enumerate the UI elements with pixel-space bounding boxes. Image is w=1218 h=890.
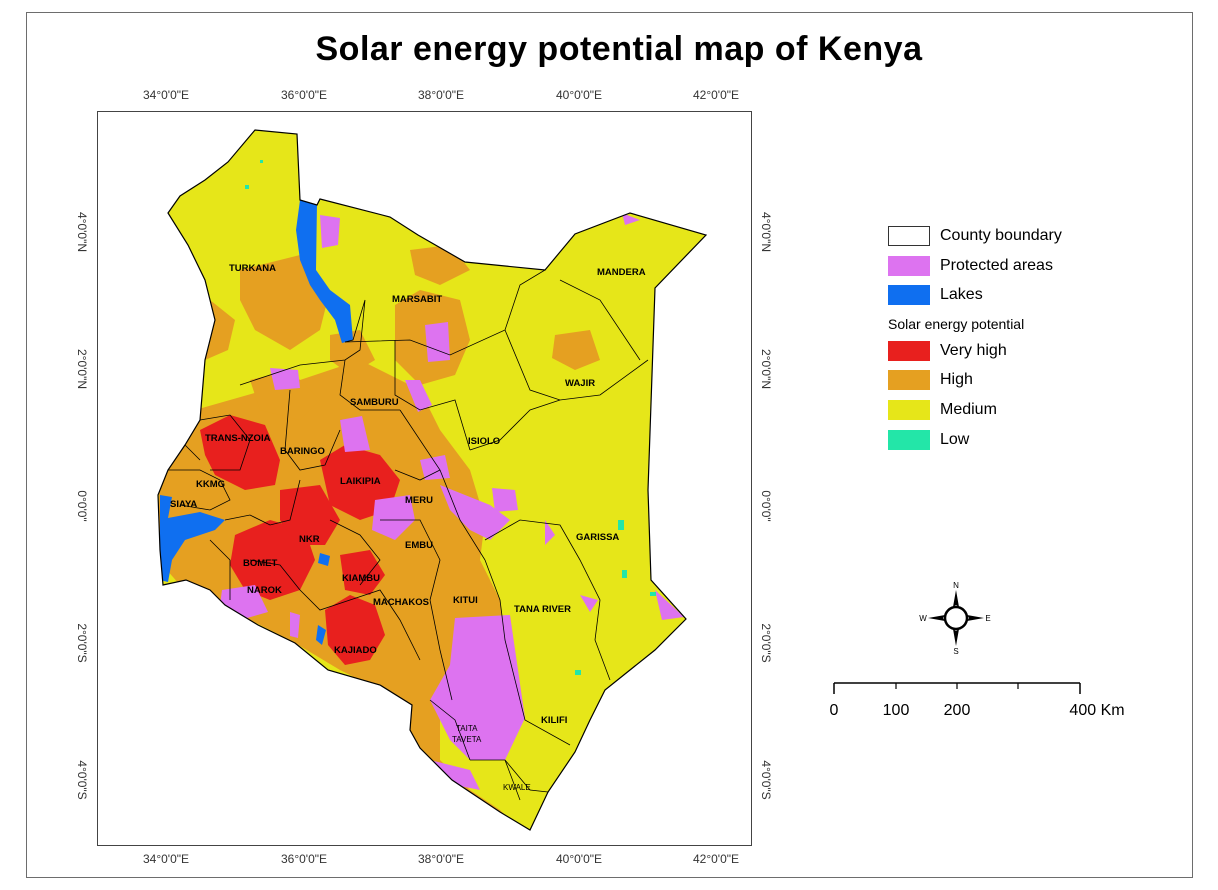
- legend-item-high: High: [888, 369, 973, 391]
- low-swatch: [888, 430, 930, 450]
- county-label-trans-nzoia: TRANS-NZOIA: [205, 433, 271, 444]
- county-label-taveta: TAVETA: [452, 735, 482, 744]
- scale-bar-line: [833, 682, 1081, 694]
- county-label-kkmg: KKMG: [196, 479, 225, 490]
- county-label-samburu: SAMBURU: [350, 397, 399, 408]
- county-label-kajiado: KAJIADO: [334, 645, 377, 656]
- lon-tick-bottom: 36°0'0"E: [280, 852, 328, 866]
- layout-frame: [26, 12, 1193, 878]
- legend-label: Protected areas: [940, 257, 1053, 274]
- county-label-machakos: MACHAKOS: [373, 597, 429, 608]
- county-label-kiambu: KIAMBU: [342, 573, 380, 584]
- compass-n: N: [953, 581, 959, 590]
- low-potential-zones: [245, 160, 656, 675]
- county-label-narok: NAROK: [247, 585, 282, 596]
- county-label-kwale: KWALE: [503, 783, 531, 792]
- lon-tick-top: 36°0'0"E: [280, 88, 328, 102]
- county-label-wajir: WAJIR: [565, 378, 595, 389]
- legend-item-protected-areas: Protected areas: [888, 255, 1053, 277]
- map-title: Solar energy potential map of Kenya: [315, 30, 923, 68]
- legend-item-very-high: Very high: [888, 340, 1007, 362]
- legend-label: Medium: [940, 401, 997, 418]
- county-boundaries: [157, 129, 708, 831]
- county-label-mandera: MANDERA: [597, 267, 646, 278]
- lon-tick-top: 40°0'0"E: [555, 88, 603, 102]
- county-label-baringo: BARINGO: [280, 446, 325, 457]
- north-arrow-icon: N S W E: [919, 581, 990, 656]
- very-high-swatch: [888, 341, 930, 361]
- county-label-meru: MERU: [405, 495, 433, 506]
- compass-w: W: [919, 614, 927, 623]
- county-label-bomet: BOMET: [243, 558, 278, 569]
- legend-label: Lakes: [940, 286, 983, 303]
- scale-label-0: 0: [829, 702, 839, 719]
- lakes-swatch: [888, 285, 930, 305]
- legend-heading: Solar energy potential: [888, 316, 1025, 332]
- lakes: [160, 200, 353, 645]
- legend-label: Low: [940, 431, 970, 448]
- legend-item-county-boundary: County boundary: [888, 225, 1062, 247]
- lon-tick-top: 42°0'0"E: [692, 88, 740, 102]
- county-label-laikipia: LAIKIPIA: [340, 476, 381, 487]
- medium-swatch: [888, 400, 930, 420]
- lon-tick-bottom: 40°0'0"E: [555, 852, 603, 866]
- county-boundary-swatch: [888, 226, 930, 246]
- county-label-garissa: GARISSA: [576, 532, 619, 543]
- protected-areas: [220, 213, 684, 790]
- county-label-siaya: SIAYA: [170, 499, 197, 510]
- lon-tick-bottom: 42°0'0"E: [692, 852, 740, 866]
- legend-item-low: Low: [888, 429, 969, 451]
- scale-label-400: 400 Km: [1069, 702, 1125, 719]
- legend-label: County boundary: [940, 227, 1062, 244]
- lon-tick-top: 34°0'0"E: [142, 88, 190, 102]
- legend-label: High: [940, 371, 973, 388]
- county-label-kitui: KITUI: [453, 595, 478, 606]
- county-label-nkr: NKR: [299, 534, 320, 545]
- legend-label: Very high: [940, 342, 1007, 359]
- county-label-tana-river: TANA RIVER: [514, 604, 571, 615]
- county-label-turkana: TURKANA: [229, 263, 276, 274]
- high-swatch: [888, 370, 930, 390]
- lon-tick-bottom: 38°0'0"E: [417, 852, 465, 866]
- protected-areas-swatch: [888, 256, 930, 276]
- lon-tick-bottom: 34°0'0"E: [142, 852, 190, 866]
- legend-item-medium: Medium: [888, 399, 997, 421]
- scale-label-100: 100: [882, 702, 910, 719]
- county-label-isiolo: ISIOLO: [468, 436, 500, 447]
- compass-e: E: [985, 614, 990, 623]
- county-label-kilifi: KILIFI: [541, 715, 567, 726]
- lon-tick-top: 38°0'0"E: [417, 88, 465, 102]
- county-label-marsabit: MARSABIT: [392, 294, 442, 305]
- county-labels: TURKANA MARSABIT MANDERA WAJIR SAMBURU T…: [170, 263, 646, 792]
- legend-item-lakes: Lakes: [888, 284, 983, 306]
- compass-s: S: [953, 647, 958, 656]
- county-label-taita: TAITA: [456, 724, 478, 733]
- scale-label-200: 200: [943, 702, 971, 719]
- county-label-embu: EMBU: [405, 540, 433, 551]
